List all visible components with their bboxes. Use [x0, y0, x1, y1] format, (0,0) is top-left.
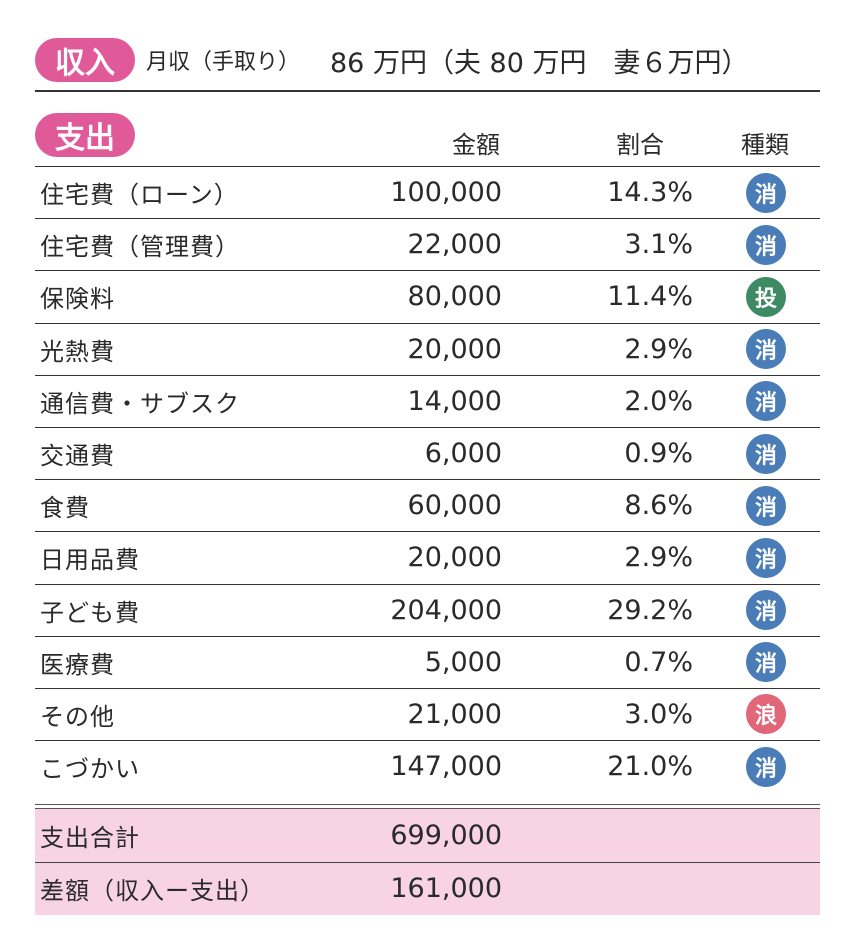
expense-ratio: 29.2% — [607, 594, 693, 626]
expense-amount: 147,000 — [390, 751, 502, 783]
table-row: 保険料 80,000 11.4% 投 — [35, 270, 820, 322]
table-row: 医療費 5,000 0.7% 消 — [35, 635, 820, 688]
expense-type-cell: 消 — [743, 480, 789, 531]
expense-amount: 6,000 — [424, 438, 502, 470]
expense-type-cell: 消 — [743, 376, 789, 427]
expense-name: 医療費 — [40, 650, 115, 679]
expense-type-cell: 消 — [743, 532, 789, 583]
expense-amount: 20,000 — [407, 333, 502, 365]
expense-type-badge: 消 — [746, 485, 786, 526]
total-amount: 699,000 — [390, 819, 502, 851]
expense-type-badge: 消 — [746, 433, 786, 474]
table-row: 住宅費（ローン） 100,000 14.3% 消 — [35, 166, 820, 218]
column-header-type: 種類 — [741, 130, 789, 159]
expense-type-cell: 消 — [743, 219, 789, 270]
expense-type-badge: 消 — [746, 172, 786, 213]
difference-row: 差額（収入ー支出） 161,000 — [35, 861, 820, 916]
table-row: 通信費・サブスク 14,000 2.0% 消 — [35, 374, 820, 427]
expense-ratio: 2.0% — [624, 385, 693, 417]
expense-ratio: 21.0% — [607, 751, 693, 783]
expense-ratio: 11.4% — [607, 281, 693, 313]
expense-amount: 22,000 — [407, 229, 502, 261]
difference-label: 差額（収入ー支出） — [40, 877, 265, 906]
expense-amount: 60,000 — [407, 490, 502, 522]
expense-amount: 80,000 — [407, 281, 502, 313]
column-header-amount: 金額 — [452, 130, 500, 159]
income-label: 月収（手取り） — [146, 50, 301, 75]
expense-ratio: 2.9% — [624, 333, 693, 365]
difference-amount: 161,000 — [390, 873, 502, 905]
expense-name: 住宅費（管理費） — [40, 233, 240, 262]
expense-type-badge: 浪 — [746, 694, 786, 735]
expense-amount: 204,000 — [390, 594, 502, 626]
expense-badge: 支出 — [35, 113, 135, 157]
total-label: 支出合計 — [40, 823, 140, 852]
expense-name: 交通費 — [40, 442, 115, 471]
table-row: 日用品費 20,000 2.9% 消 — [35, 531, 820, 583]
expense-type-cell: 消 — [743, 585, 789, 636]
expense-type-cell: 消 — [743, 741, 789, 792]
expense-type-badge: 消 — [746, 642, 786, 683]
expense-ratio: 0.9% — [624, 438, 693, 470]
expense-name: 通信費・サブスク — [40, 389, 240, 418]
expense-type-cell: 投 — [743, 271, 789, 322]
expense-type-cell: 浪 — [743, 689, 789, 740]
table-row: 子ども費 204,000 29.2% 消 — [35, 583, 820, 636]
table-row: 光熱費 20,000 2.9% 消 — [35, 322, 820, 375]
expense-ratio: 3.0% — [624, 698, 693, 730]
expense-amount: 5,000 — [424, 646, 502, 678]
expense-name: 光熱費 — [40, 337, 115, 366]
expense-type-badge: 投 — [746, 276, 786, 317]
expense-amount: 21,000 — [407, 698, 502, 730]
expense-type-badge: 消 — [746, 590, 786, 631]
expense-ratio: 2.9% — [624, 542, 693, 574]
expense-name: こづかい — [40, 755, 140, 784]
expense-name: 子ども費 — [40, 598, 140, 627]
income-value: 86 万円（夫 80 万円 妻６万円） — [330, 47, 749, 79]
expense-type-cell: 消 — [743, 167, 789, 218]
expense-type-badge: 消 — [746, 746, 786, 787]
table-row: 食費 60,000 8.6% 消 — [35, 479, 820, 531]
expense-amount: 100,000 — [390, 177, 502, 209]
expense-type-badge: 消 — [746, 224, 786, 265]
total-divider — [35, 804, 820, 809]
expense-ratio: 8.6% — [624, 490, 693, 522]
total-row: 支出合計 699,000 — [35, 809, 820, 862]
income-badge: 収入 — [35, 38, 135, 82]
expense-table: 住宅費（ローン） 100,000 14.3% 消住宅費（管理費） 22,000 3.1% 消… — [35, 166, 820, 792]
expense-amount: 14,000 — [407, 385, 502, 417]
table-row: その他 21,000 3.0% 浪 — [35, 687, 820, 740]
expense-type-badge: 消 — [746, 537, 786, 578]
expense-name: 保険料 — [40, 285, 115, 314]
expense-name: 日用品費 — [40, 546, 140, 575]
expense-name: 住宅費（ローン） — [40, 181, 239, 210]
income-divider — [35, 90, 820, 92]
table-row: 交通費 6,000 0.9% 消 — [35, 426, 820, 479]
expense-type-cell: 消 — [743, 324, 789, 375]
expense-type-badge: 消 — [746, 329, 786, 370]
expense-name: 食費 — [40, 494, 90, 523]
expense-type-cell: 消 — [743, 637, 789, 688]
expense-amount: 20,000 — [407, 542, 502, 574]
totals-block: 支出合計 699,000 差額（収入ー支出） 161,000 — [35, 809, 820, 915]
expense-type-cell: 消 — [743, 428, 789, 479]
table-row: こづかい 147,000 21.0% 消 — [35, 740, 820, 792]
table-row: 住宅費（管理費） 22,000 3.1% 消 — [35, 218, 820, 270]
expense-ratio: 3.1% — [624, 229, 693, 261]
expense-type-badge: 消 — [746, 381, 786, 422]
column-header-ratio: 割合 — [616, 130, 664, 159]
expense-ratio: 0.7% — [624, 646, 693, 678]
expense-ratio: 14.3% — [607, 177, 693, 209]
expense-name: その他 — [40, 702, 115, 731]
